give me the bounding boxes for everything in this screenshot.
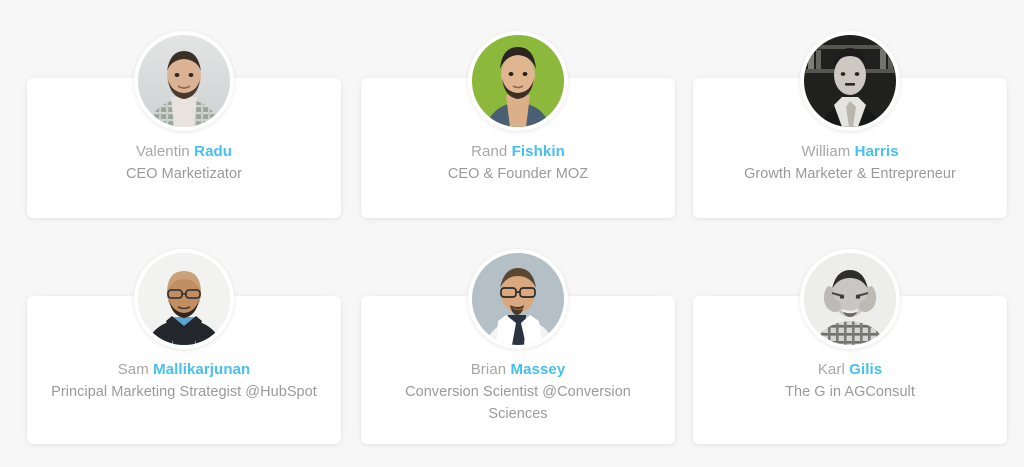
speaker-info: Rand Fishkin CEO & Founder MOZ [371,141,665,185]
speaker-card[interactable]: William Harris Growth Marketer & Entrepr… [693,31,1007,218]
speaker-last-name: Fishkin [511,143,565,160]
speaker-name: William Harris [703,141,997,163]
speaker-first-name: Valentin [135,143,190,160]
avatar [134,249,234,349]
speaker-role: Principal Marketing Strategist @HubSpot [51,384,317,400]
avatar [800,249,900,349]
speaker-name: Rand Fishkin [371,141,665,163]
speaker-role: Conversion Scientist @Conversion Science… [405,384,631,422]
speaker-role: The G in AGConsult [785,384,915,400]
speaker-info: Sam Mallikarjunan Principal Marketing St… [37,359,331,403]
speaker-info: William Harris Growth Marketer & Entrepr… [703,141,997,185]
speaker-card[interactable]: Valentin Radu CEO Marketizator [27,31,341,218]
speaker-last-name: Gilis [849,361,883,378]
speaker-last-name: Radu [194,143,233,160]
speaker-name: Valentin Radu [37,141,331,163]
avatar-valentin-radu [138,35,230,127]
speaker-info: Brian Massey Conversion Scientist @Conve… [371,359,665,425]
speaker-card[interactable]: Brian Massey Conversion Scientist @Conve… [361,249,675,444]
speaker-first-name: Brian [470,361,507,378]
speaker-role: Growth Marketer & Entrepreneur [744,166,956,182]
speaker-last-name: Harris [854,143,899,160]
speaker-info: Karl Gilis The G in AGConsult [703,359,997,403]
avatar-sam-mallikarjunan [138,253,230,345]
speaker-last-name: Mallikarjunan [153,361,251,378]
avatar-karl-gilis [804,253,896,345]
speaker-role: CEO Marketizator [125,166,243,182]
speaker-first-name: William [801,143,851,160]
speaker-first-name: Karl [817,361,845,378]
speaker-card[interactable]: Sam Mallikarjunan Principal Marketing St… [27,249,341,444]
speaker-first-name: Rand [471,143,508,160]
avatar [134,31,234,131]
speaker-name: Karl Gilis [703,359,997,381]
avatar-brian-massey [472,253,564,345]
speaker-first-name: Sam [117,361,149,378]
avatar [468,31,568,131]
avatar-rand-fishkin [472,35,564,127]
speaker-info: Valentin Radu CEO Marketizator [37,141,331,185]
speaker-name: Brian Massey [371,359,665,381]
speaker-card[interactable]: Rand Fishkin CEO & Founder MOZ [361,31,675,218]
speaker-name: Sam Mallikarjunan [37,359,331,381]
speaker-role: CEO & Founder MOZ [447,166,589,182]
speaker-card[interactable]: Karl Gilis The G in AGConsult [693,249,1007,444]
avatar-william-harris [804,35,896,127]
avatar [800,31,900,131]
speaker-last-name: Massey [510,361,566,378]
avatar [468,249,568,349]
